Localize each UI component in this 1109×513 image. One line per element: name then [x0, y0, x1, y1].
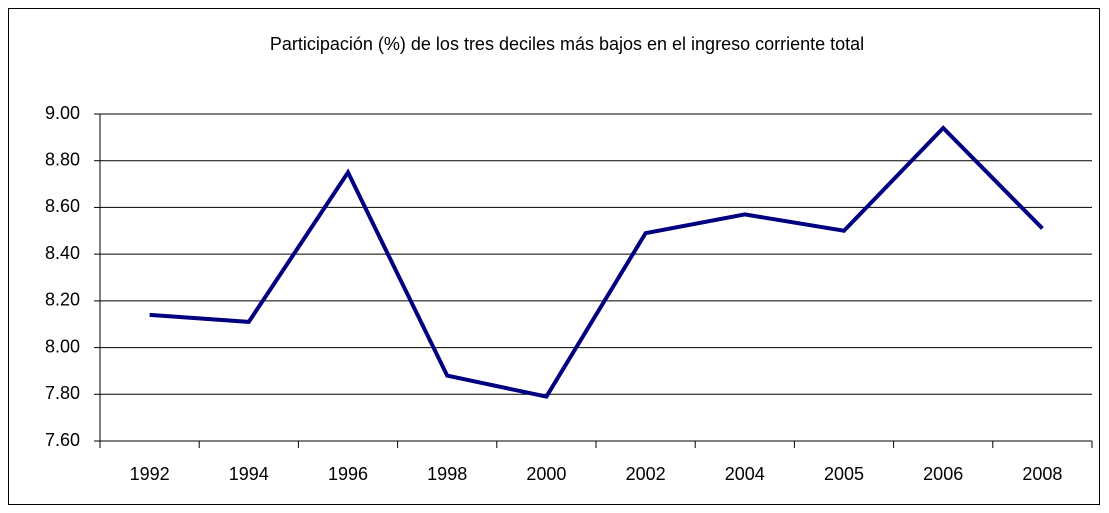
x-tick-label: 2006 [923, 464, 963, 484]
x-tick-label: 2005 [824, 464, 864, 484]
y-tick-label: 7.80 [45, 383, 80, 403]
y-tick-label: 8.60 [45, 196, 80, 216]
chart-frame [8, 8, 1100, 505]
y-tick-label: 8.00 [45, 336, 80, 356]
x-tick-label: 2004 [725, 464, 765, 484]
y-tick-label: 8.20 [45, 290, 80, 310]
x-tick-label: 2000 [526, 464, 566, 484]
x-tick-label: 1994 [229, 464, 269, 484]
y-tick-label: 8.40 [45, 243, 80, 263]
x-tick-label: 1998 [427, 464, 467, 484]
x-tick-label: 2002 [626, 464, 666, 484]
x-tick-label: 1996 [328, 464, 368, 484]
x-tick-label: 2008 [1022, 464, 1062, 484]
x-tick-label: 1992 [130, 464, 170, 484]
y-tick-label: 9.00 [45, 103, 80, 123]
y-tick-label: 8.80 [45, 149, 80, 169]
data-line [149, 125, 1044, 399]
y-tick-label: 7.60 [45, 430, 80, 450]
chart-title: Participación (%) de los tres deciles má… [270, 34, 864, 54]
